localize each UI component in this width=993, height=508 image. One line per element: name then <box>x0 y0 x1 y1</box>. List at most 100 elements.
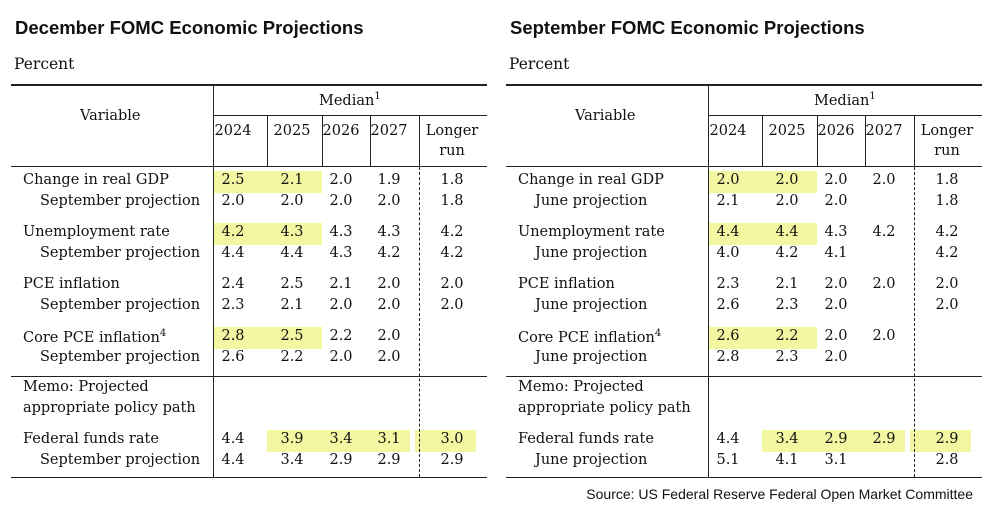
value-cell: 2.0 <box>824 297 848 313</box>
value-cell: 2.2 <box>280 349 304 365</box>
row-label: June projection <box>535 297 647 313</box>
value-cell: 2.0 <box>329 172 353 188</box>
value-cell: 2.0 <box>329 297 353 313</box>
highlight-ffr0-1 <box>762 430 817 452</box>
highlight-ffr0-3 <box>865 430 905 452</box>
highlight-ffr0-2 <box>322 430 370 452</box>
value-cell: 4.3 <box>377 224 401 240</box>
panel-title: September FOMC Economic Projections <box>510 17 865 38</box>
row-label: Unemployment rate <box>23 224 170 240</box>
value-cell: 4.3 <box>329 224 353 240</box>
value-cell: 4.2 <box>377 245 401 261</box>
value-cell: 4.2 <box>440 224 464 240</box>
value-cell: 4.4 <box>221 431 245 447</box>
value-cell: 1.8 <box>935 172 959 188</box>
highlight-row2-0 <box>708 223 762 245</box>
rule-year-col-0 <box>762 116 763 167</box>
row-label-text: September projection <box>40 452 201 468</box>
value-cell: 4.1 <box>775 452 799 468</box>
value-cell: 2.0 <box>872 328 896 344</box>
value-cell: 1.8 <box>440 193 464 209</box>
value-cell: 4.1 <box>824 245 848 261</box>
median-footnote: 1 <box>374 91 381 102</box>
row-label: September projection <box>40 245 200 261</box>
longer-run-header-2: run <box>934 143 960 159</box>
value-cell: 1.8 <box>935 193 959 209</box>
row-label: June projection <box>535 193 647 209</box>
memo-label: Memo: Projected <box>23 379 149 395</box>
value-cell: 2.6 <box>716 297 740 313</box>
value-cell: 2.0 <box>329 349 353 365</box>
rule-header-bottom <box>11 166 487 168</box>
value-cell: 2.0 <box>824 328 848 344</box>
highlight-row2-1 <box>762 223 817 245</box>
value-cell: 2.1 <box>775 276 799 292</box>
row-label-text: June projection <box>535 245 648 261</box>
row-label: Change in real GDP <box>23 172 169 188</box>
row-label: June projection <box>535 452 647 468</box>
value-cell: 2.0 <box>824 172 848 188</box>
value-cell: 4.4 <box>221 452 245 468</box>
variable-header: Variable <box>575 108 636 124</box>
rule-bottom <box>11 477 487 479</box>
rule-year-col-0 <box>267 116 268 167</box>
value-cell: 2.1 <box>280 172 304 188</box>
value-cell: 2.0 <box>824 349 848 365</box>
value-cell: 4.2 <box>935 224 959 240</box>
median-header: Median1 <box>319 91 381 109</box>
value-cell: 4.2 <box>872 224 896 240</box>
value-cell: 2.3 <box>716 276 740 292</box>
row-label: Change in real GDP <box>518 172 664 188</box>
value-cell: 4.2 <box>775 245 799 261</box>
memo-label: Memo: Projected <box>518 379 644 395</box>
row-label-text: Unemployment rate <box>23 224 170 240</box>
value-cell: 2.4 <box>221 276 245 292</box>
row-label: Core PCE inflation4 <box>518 328 661 346</box>
september-projections-panel: September FOMC Economic Projections Perce… <box>506 0 986 508</box>
value-cell: 3.1 <box>824 452 848 468</box>
year-header-2026: 2026 <box>817 123 855 139</box>
value-cell: 1.8 <box>440 172 464 188</box>
value-cell: 2.0 <box>377 193 401 209</box>
value-cell: 2.9 <box>377 452 401 468</box>
row-label: Core PCE inflation4 <box>23 328 166 346</box>
memo-label: appropriate policy path <box>518 400 691 416</box>
highlight-ffr0-4 <box>415 430 476 452</box>
panel-title: December FOMC Economic Projections <box>15 17 364 38</box>
row-label-text: PCE inflation <box>518 276 615 292</box>
value-cell: 2.6 <box>716 328 740 344</box>
value-cell: 3.0 <box>440 431 464 447</box>
value-cell: 3.1 <box>377 431 401 447</box>
value-cell: 2.0 <box>377 328 401 344</box>
row-label-text: June projection <box>535 193 648 209</box>
value-cell: 2.1 <box>329 276 353 292</box>
footnote-marker: 4 <box>654 328 662 339</box>
longer-run-header-1: Longer <box>425 123 479 139</box>
rule-longer-run <box>914 116 915 167</box>
value-cell: 2.0 <box>716 172 740 188</box>
value-cell: 3.9 <box>280 431 304 447</box>
value-cell: 4.3 <box>329 245 353 261</box>
row-label-text: September projection <box>40 245 201 261</box>
median-footnote: 1 <box>869 91 876 102</box>
highlight-row0-1 <box>267 171 322 193</box>
row-label-text: Change in real GDP <box>518 172 664 188</box>
highlight-row0-1 <box>762 171 817 193</box>
row-label: September projection <box>40 349 200 365</box>
row-label-text: PCE inflation <box>23 276 120 292</box>
longer-run-header-2: run <box>439 143 465 159</box>
row-label-text: Core PCE inflation <box>518 329 655 346</box>
value-cell: 4.4 <box>716 224 740 240</box>
value-cell: 2.1 <box>280 297 304 313</box>
rule-variable-col <box>708 84 709 478</box>
row-label-text: September projection <box>40 349 201 365</box>
rule-top <box>506 84 982 86</box>
value-cell: 2.0 <box>377 349 401 365</box>
value-cell: 2.2 <box>329 328 353 344</box>
row-label: September projection <box>40 297 200 313</box>
value-cell: 2.0 <box>935 276 959 292</box>
row-label: September projection <box>40 193 200 209</box>
value-cell: 4.4 <box>775 224 799 240</box>
rule-longer-run <box>419 116 420 167</box>
value-cell: 2.1 <box>716 193 740 209</box>
